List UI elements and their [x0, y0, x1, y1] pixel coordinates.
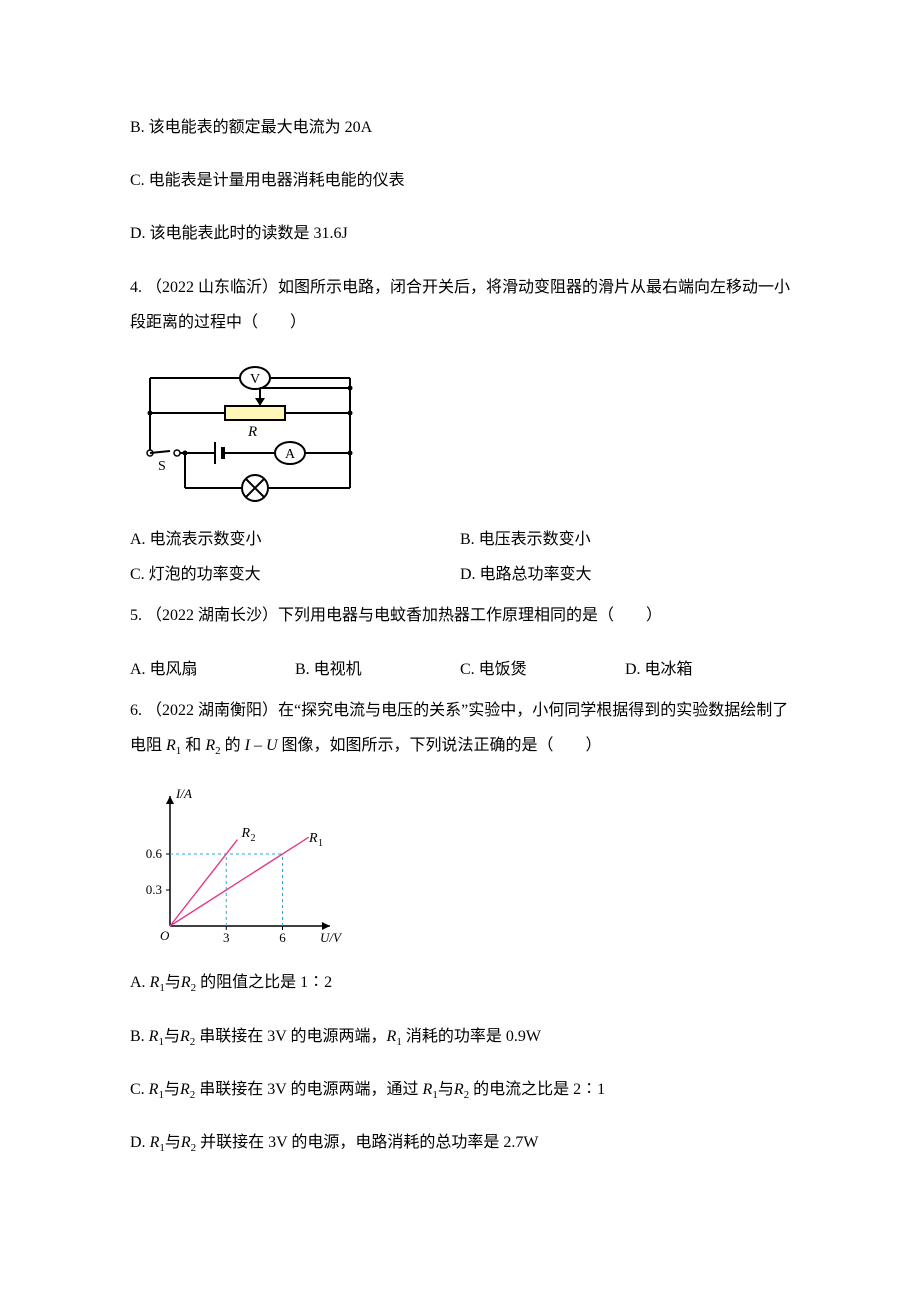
- q6-stem: 6. （2022 湖南衡阳）在“探究电流与电压的关系”实验中，小何同学根据得到的…: [130, 693, 790, 764]
- q4-choices: A. 电流表示数变小 B. 电压表示数变小 C. 灯泡的功率变大 D. 电路总功…: [130, 522, 790, 592]
- q6-option-d: D. R1与R2 并联接在 3V 的电源，电路消耗的总功率是 2.7W: [130, 1125, 790, 1160]
- svg-text:2: 2: [251, 833, 256, 844]
- q6-stem-b: 和: [185, 737, 201, 754]
- q6-stem-c: 的: [225, 737, 241, 754]
- svg-text:3: 3: [223, 930, 230, 945]
- page-root: B. 该电能表的额定最大电流为 20A C. 电能表是计量用电器消耗电能的仪表 …: [0, 0, 920, 1239]
- svg-text:U/V: U/V: [320, 930, 343, 945]
- q4-circuit-figure: V S A: [130, 358, 790, 508]
- ammeter-label: A: [285, 447, 296, 462]
- q5-option-c: C. 电饭煲: [460, 652, 625, 687]
- q6-option-b: B. R1与R2 串联接在 3V 的电源两端，R1 消耗的功率是 0.9W: [130, 1019, 790, 1054]
- q3-option-d: D. 该电能表此时的读数是 31.6J: [130, 216, 790, 251]
- q5-stem: 5. （2022 湖南长沙）下列用电器与电蚊香加热器工作原理相同的是（ ）: [130, 598, 790, 633]
- q4-option-c: C. 灯泡的功率变大: [130, 557, 460, 592]
- svg-text:R: R: [241, 826, 251, 841]
- svg-text:O: O: [160, 928, 170, 943]
- q4-option-a: A. 电流表示数变小: [130, 522, 460, 557]
- svg-text:6: 6: [279, 930, 286, 945]
- switch-label: S: [158, 459, 166, 474]
- q5-option-b: B. 电视机: [295, 652, 460, 687]
- q6-option-c: C. R1与R2 串联接在 3V 的电源两端，通过 R1与R2 的电流之比是 2…: [130, 1072, 790, 1107]
- q4-option-d: D. 电路总功率变大: [460, 557, 790, 592]
- q5-option-a: A. 电风扇: [130, 652, 295, 687]
- q5-choices: A. 电风扇 B. 电视机 C. 电饭煲 D. 电冰箱: [130, 652, 790, 687]
- svg-text:1: 1: [318, 838, 323, 849]
- q6-stem-d: 图像，如图所示，下列说法正确的是（ ）: [282, 737, 602, 754]
- q4-option-b: B. 电压表示数变小: [460, 522, 790, 557]
- q4-stem: 4. （2022 山东临沂）如图所示电路，闭合开关后，将滑动变阻器的滑片从最右端…: [130, 270, 790, 340]
- svg-text:I/A: I/A: [175, 786, 192, 801]
- q6-option-a: A. R1与R2 的阻值之比是 1∶2: [130, 965, 790, 1000]
- rheostat-label: R: [247, 424, 257, 440]
- q6-graph-figure: R2R1360.30.6U/VI/AO: [130, 781, 790, 951]
- svg-text:R: R: [308, 831, 318, 846]
- svg-text:0.6: 0.6: [146, 846, 163, 861]
- svg-text:0.3: 0.3: [146, 882, 162, 897]
- q3-option-c: C. 电能表是计量用电器消耗电能的仪表: [130, 163, 790, 198]
- q5-option-d: D. 电冰箱: [625, 652, 790, 687]
- q3-option-b: B. 该电能表的额定最大电流为 20A: [130, 110, 790, 145]
- voltmeter-label: V: [250, 372, 260, 387]
